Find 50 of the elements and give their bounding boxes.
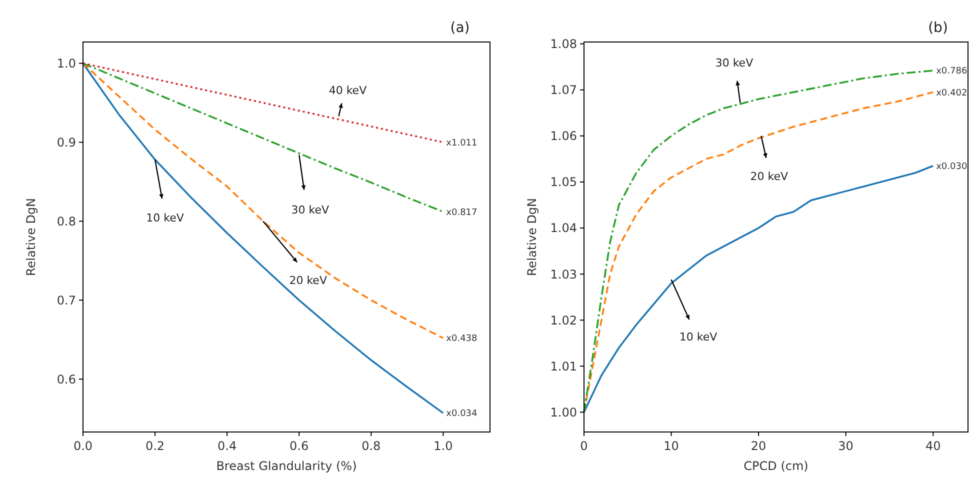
y-tick-label: 0.7: [56, 293, 76, 308]
chart-title: (a): [450, 20, 470, 36]
y-tick-label: 1.03: [550, 267, 577, 282]
y-axis-title: Relative DgN: [525, 198, 539, 276]
y-tick-label: 0.8: [56, 214, 76, 228]
x-tick-label: 0: [580, 439, 588, 453]
y-tick-label: 0.6: [56, 372, 76, 386]
y-tick-label: 1.04: [550, 221, 577, 236]
annotation: x0.402: [936, 88, 968, 98]
annotation: 10 keV: [146, 211, 184, 224]
annotation: 20 keV: [750, 170, 789, 183]
x-tick-label: 10: [664, 439, 679, 453]
y-axis-title: Relative DgN: [24, 198, 38, 276]
x-tick-label: 1.0: [434, 439, 453, 453]
x-axis-title: CPCD (cm): [744, 459, 808, 473]
annotation: x0.034: [446, 409, 478, 420]
y-tick-label: 1.05: [550, 175, 577, 190]
x-tick-label: 0.8: [362, 439, 381, 453]
x-tick-label: 0.2: [145, 439, 165, 453]
line-series: [82, 62, 444, 213]
y-tick-label: 1.02: [550, 313, 577, 328]
x-axis-title: Breast Glandularity (%): [216, 459, 357, 473]
annotation: 10 keV: [679, 330, 718, 344]
chart-title: (b): [928, 20, 948, 36]
annotation: 20 keV: [289, 274, 328, 288]
line-series: [82, 62, 444, 144]
x-tick-label: 20: [750, 439, 766, 453]
annotation: x0.786: [936, 66, 968, 77]
y-tick-label: 1.00: [550, 405, 577, 420]
y-tick-label: 1.06: [550, 129, 577, 144]
annotation: x0.030: [936, 162, 968, 172]
line-series: [583, 164, 934, 414]
line-series: [82, 62, 444, 414]
annotation: 40 keV: [328, 84, 368, 98]
y-tick-label: 0.9: [56, 135, 76, 150]
x-tick-label: 40: [925, 439, 941, 453]
line-series: [82, 62, 444, 339]
annotation: x1.011: [446, 138, 478, 148]
y-tick-label: 1.08: [550, 37, 577, 52]
annotation: x0.817: [446, 208, 478, 218]
annotation: 30 keV: [291, 204, 330, 217]
x-tick-label: 0.4: [218, 439, 237, 453]
x-tick-label: 30: [838, 439, 854, 453]
x-tick-label: 0.6: [290, 439, 309, 453]
y-tick-label: 1.07: [550, 83, 577, 98]
annotation: 30 keV: [715, 56, 754, 70]
y-tick-label: 1.01: [550, 359, 577, 374]
annotation: x0.438: [446, 334, 478, 344]
x-tick-label: 0.0: [73, 439, 93, 453]
y-tick-label: 1.0: [56, 56, 76, 71]
